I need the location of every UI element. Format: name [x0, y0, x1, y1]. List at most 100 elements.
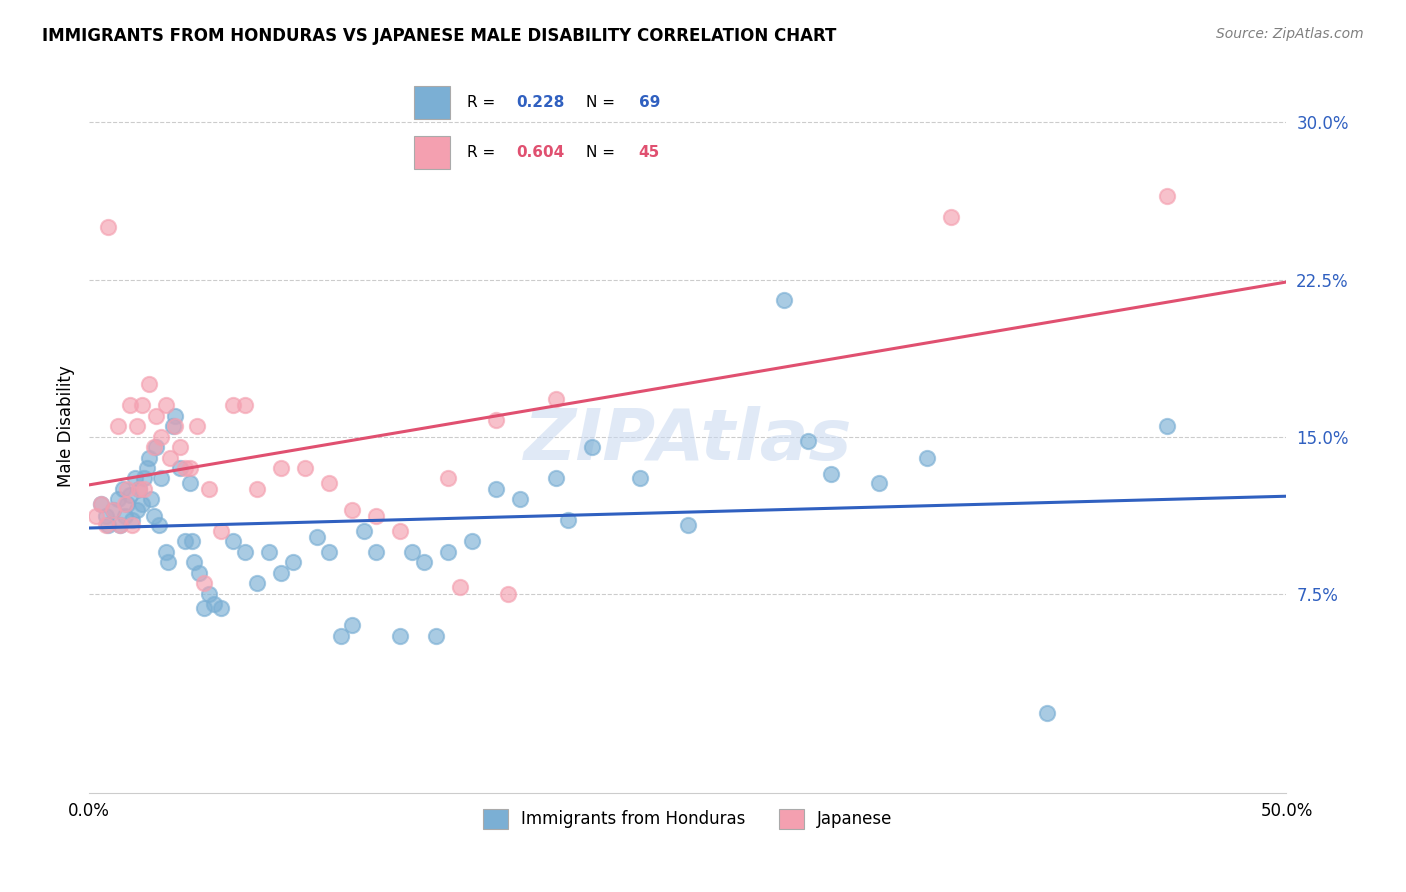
- Point: [389, 629, 412, 643]
- Point: [149, 429, 172, 443]
- Point: [941, 210, 963, 224]
- Text: R =: R =: [467, 95, 501, 110]
- Point: [128, 482, 150, 496]
- Point: [389, 524, 412, 538]
- Point: [90, 497, 112, 511]
- Point: [557, 513, 579, 527]
- Point: [544, 471, 567, 485]
- Point: [485, 482, 508, 496]
- Point: [155, 398, 177, 412]
- Point: [97, 517, 120, 532]
- Point: [124, 471, 146, 485]
- Point: [165, 409, 187, 423]
- Point: [157, 555, 180, 569]
- Point: [173, 461, 195, 475]
- Point: [107, 419, 129, 434]
- Point: [94, 517, 117, 532]
- Y-axis label: Male Disability: Male Disability: [58, 365, 75, 487]
- Point: [145, 440, 167, 454]
- Point: [131, 497, 153, 511]
- Point: [366, 545, 388, 559]
- Point: [485, 413, 508, 427]
- Point: [134, 471, 156, 485]
- Point: [202, 597, 225, 611]
- Point: [628, 471, 651, 485]
- FancyBboxPatch shape: [413, 136, 450, 169]
- Point: [318, 545, 340, 559]
- Point: [496, 587, 519, 601]
- Point: [437, 545, 460, 559]
- Point: [342, 503, 364, 517]
- Point: [222, 534, 245, 549]
- Point: [145, 409, 167, 423]
- Point: [118, 488, 141, 502]
- Point: [125, 503, 148, 517]
- Point: [101, 503, 124, 517]
- Point: [401, 545, 423, 559]
- Point: [581, 440, 603, 454]
- Point: [142, 440, 165, 454]
- Point: [270, 461, 292, 475]
- Point: [118, 398, 141, 412]
- Point: [148, 517, 170, 532]
- Point: [544, 392, 567, 406]
- Text: N =: N =: [586, 145, 620, 161]
- Point: [198, 587, 221, 601]
- Point: [117, 482, 139, 496]
- Text: 0.604: 0.604: [516, 145, 565, 161]
- Point: [165, 419, 187, 434]
- Point: [305, 530, 328, 544]
- Point: [461, 534, 484, 549]
- Point: [135, 461, 157, 475]
- Point: [108, 517, 131, 532]
- Point: [329, 629, 352, 643]
- Text: Source: ZipAtlas.com: Source: ZipAtlas.com: [1216, 27, 1364, 41]
- Point: [114, 497, 136, 511]
- Point: [142, 509, 165, 524]
- Point: [90, 497, 112, 511]
- Point: [97, 220, 120, 235]
- Point: [449, 581, 471, 595]
- Point: [198, 482, 221, 496]
- Point: [117, 497, 139, 511]
- Point: [281, 555, 304, 569]
- Point: [437, 471, 460, 485]
- Point: [294, 461, 316, 475]
- Point: [125, 419, 148, 434]
- Point: [233, 545, 256, 559]
- Point: [868, 475, 890, 490]
- Point: [366, 509, 388, 524]
- Point: [162, 419, 184, 434]
- Text: 69: 69: [638, 95, 659, 110]
- Legend: Immigrants from Honduras, Japanese: Immigrants from Honduras, Japanese: [477, 802, 900, 836]
- Point: [796, 434, 818, 448]
- Point: [257, 545, 280, 559]
- Point: [209, 601, 232, 615]
- Point: [114, 509, 136, 524]
- Point: [246, 576, 269, 591]
- Point: [179, 461, 201, 475]
- Point: [107, 492, 129, 507]
- Point: [193, 576, 215, 591]
- Point: [138, 450, 160, 465]
- Point: [134, 482, 156, 496]
- Text: ZIPAtlas: ZIPAtlas: [523, 406, 852, 475]
- Point: [159, 450, 181, 465]
- FancyBboxPatch shape: [413, 86, 450, 120]
- Point: [186, 419, 208, 434]
- Point: [131, 398, 153, 412]
- Point: [84, 509, 107, 524]
- Point: [820, 467, 842, 482]
- Point: [111, 482, 134, 496]
- Point: [233, 398, 256, 412]
- Point: [149, 471, 172, 485]
- Point: [509, 492, 531, 507]
- Point: [121, 513, 143, 527]
- Point: [179, 475, 201, 490]
- Point: [425, 629, 447, 643]
- Point: [1036, 706, 1059, 720]
- Text: N =: N =: [586, 95, 620, 110]
- Point: [413, 555, 436, 569]
- Point: [676, 517, 699, 532]
- Point: [155, 545, 177, 559]
